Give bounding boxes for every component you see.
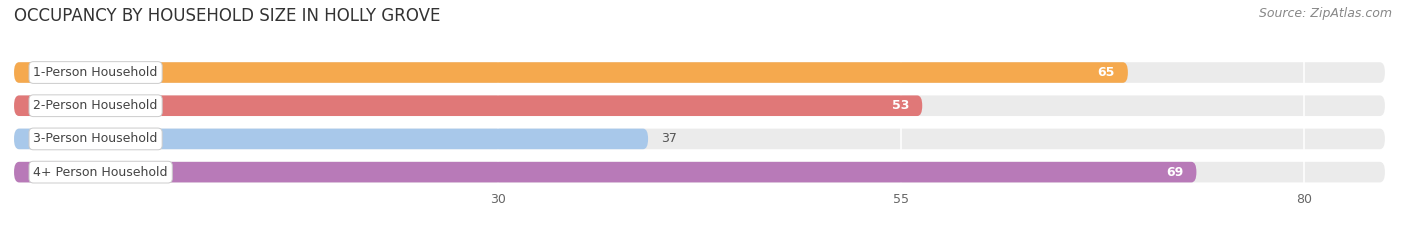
Text: 53: 53 (891, 99, 910, 112)
FancyBboxPatch shape (14, 96, 1385, 116)
Text: 3-Person Household: 3-Person Household (34, 132, 157, 145)
Text: 1-Person Household: 1-Person Household (34, 66, 157, 79)
FancyBboxPatch shape (14, 62, 1385, 83)
Text: 4+ Person Household: 4+ Person Household (34, 166, 167, 179)
FancyBboxPatch shape (14, 62, 1128, 83)
FancyBboxPatch shape (14, 129, 648, 149)
Text: 69: 69 (1166, 166, 1184, 179)
Text: 2-Person Household: 2-Person Household (34, 99, 157, 112)
Text: 65: 65 (1098, 66, 1115, 79)
Text: OCCUPANCY BY HOUSEHOLD SIZE IN HOLLY GROVE: OCCUPANCY BY HOUSEHOLD SIZE IN HOLLY GRO… (14, 7, 440, 25)
FancyBboxPatch shape (14, 96, 922, 116)
FancyBboxPatch shape (14, 162, 1385, 182)
Text: Source: ZipAtlas.com: Source: ZipAtlas.com (1258, 7, 1392, 20)
FancyBboxPatch shape (14, 129, 1385, 149)
FancyBboxPatch shape (14, 162, 1197, 182)
Text: 37: 37 (661, 132, 676, 145)
